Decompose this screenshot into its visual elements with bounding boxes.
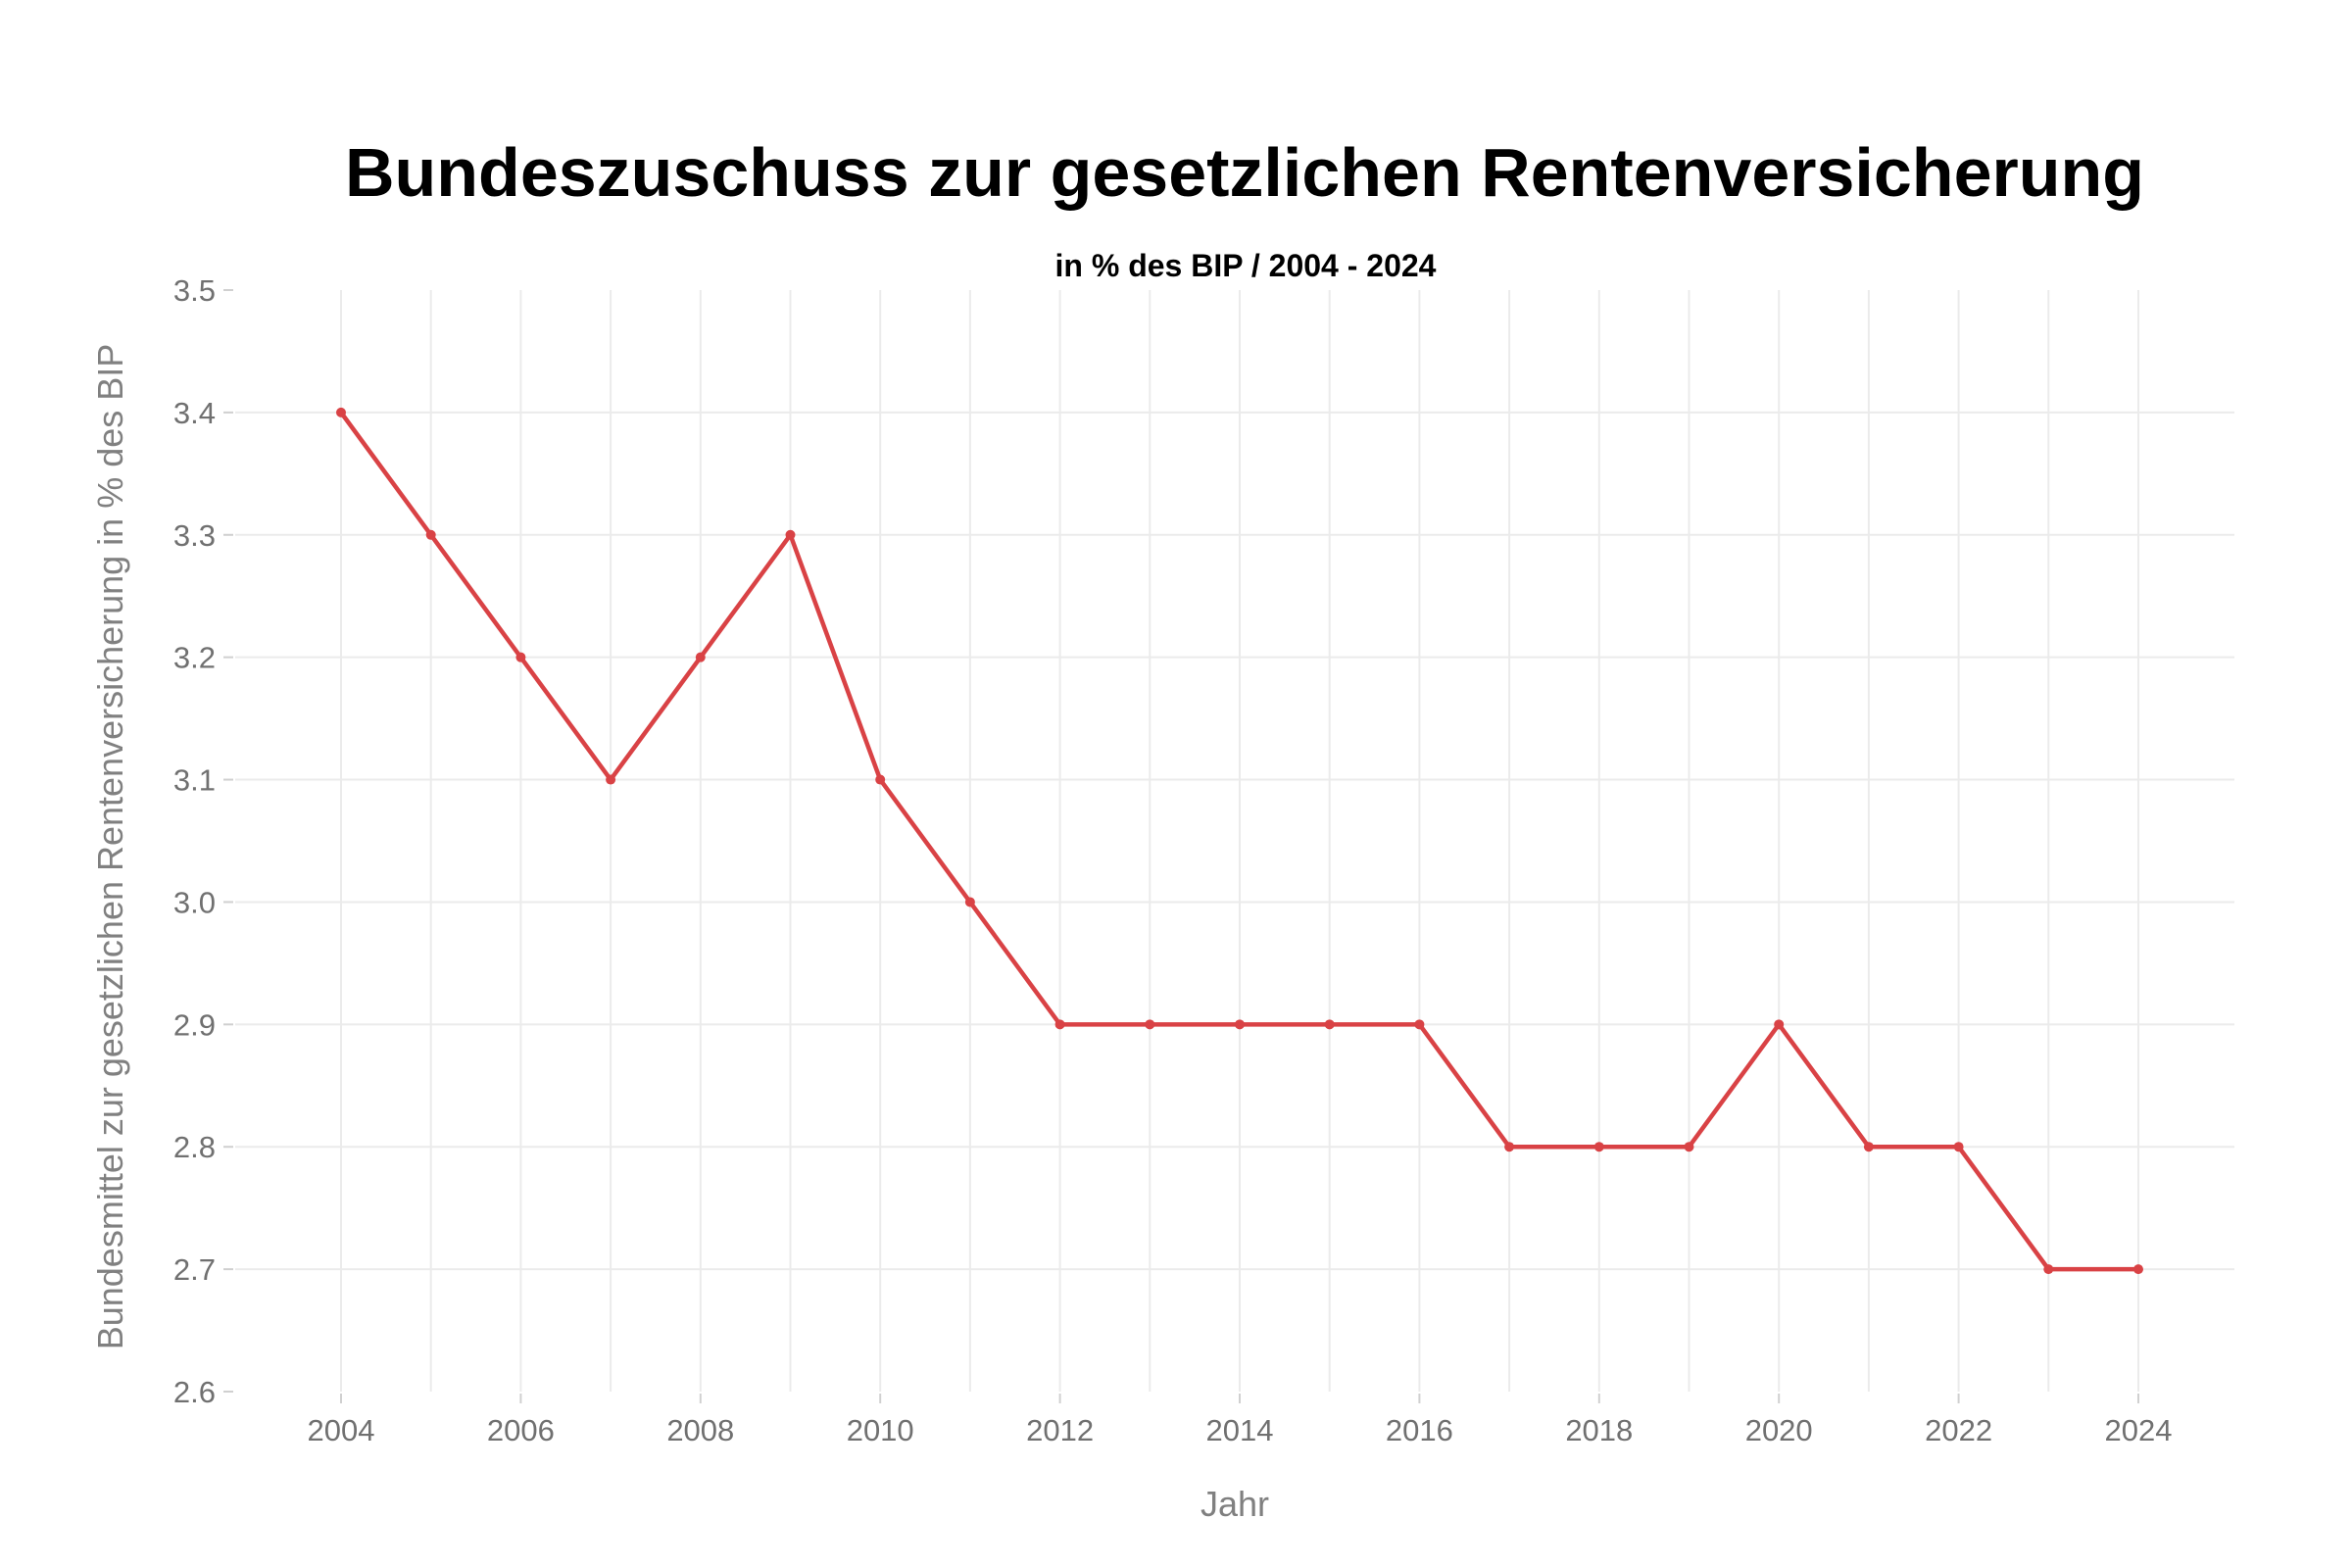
x-tick-label: 2014 — [1206, 1413, 1274, 1447]
x-tick-label: 2022 — [1925, 1413, 1992, 1447]
data-point — [606, 774, 616, 785]
y-tick-label: 2.9 — [173, 1007, 216, 1042]
x-tick-label: 2020 — [1745, 1413, 1813, 1447]
x-tick-label: 2008 — [666, 1413, 734, 1447]
data-point — [1774, 1019, 1785, 1030]
data-point — [336, 407, 346, 417]
data-point — [1593, 1142, 1604, 1152]
y-tick-label: 3.3 — [173, 518, 216, 553]
y-tick-label: 3.0 — [173, 885, 216, 919]
x-axis-title: Jahr — [1200, 1484, 1269, 1524]
data-point — [2043, 1264, 2054, 1275]
data-point — [964, 897, 975, 907]
data-point — [1235, 1019, 1245, 1030]
y-tick-label: 2.8 — [173, 1130, 216, 1164]
data-point — [1414, 1019, 1425, 1030]
y-tick-label: 2.6 — [173, 1375, 216, 1409]
x-tick-label: 2010 — [847, 1413, 914, 1447]
data-point — [695, 652, 706, 662]
data-point — [875, 774, 886, 785]
y-tick-label: 2.7 — [173, 1252, 216, 1287]
x-tick-label: 2024 — [2105, 1413, 2173, 1447]
x-tick-label: 2004 — [308, 1413, 375, 1447]
data-point — [1863, 1142, 1874, 1152]
x-tick-label: 2018 — [1565, 1413, 1633, 1447]
y-tick-label: 3.4 — [173, 396, 216, 430]
series — [336, 407, 2143, 1275]
x-tick-label: 2016 — [1386, 1413, 1453, 1447]
data-point — [1504, 1142, 1515, 1152]
data-point — [1054, 1019, 1065, 1030]
data-point — [1953, 1142, 1964, 1152]
x-tick-label: 2006 — [487, 1413, 555, 1447]
axes: 2.6 2.7 2.8 2.9 3.0 3.1 3.2 3.3 3.4 3.5 2004 2006 20… — [173, 273, 2173, 1447]
data-point — [425, 529, 436, 540]
data-point — [1684, 1142, 1694, 1152]
chart-subtitle: in % des BIP / 2004 - 2024 — [1055, 248, 1437, 283]
y-axis-title: Bundesmittel zur gesetzlichen Rentenvers… — [90, 344, 130, 1350]
y-tick-label: 3.2 — [173, 641, 216, 675]
data-point — [515, 652, 526, 662]
data-point — [1324, 1019, 1335, 1030]
chart-title: Bundeszuschuss zur gesetzlichen Rentenve… — [345, 134, 2144, 211]
data-point — [1145, 1019, 1155, 1030]
x-tick-label: 2012 — [1026, 1413, 1094, 1447]
data-point — [785, 529, 796, 540]
y-tick-label: 3.1 — [173, 763, 216, 798]
gridlines — [235, 290, 2234, 1392]
data-point — [2133, 1264, 2143, 1275]
y-tick-label: 3.5 — [173, 273, 216, 308]
